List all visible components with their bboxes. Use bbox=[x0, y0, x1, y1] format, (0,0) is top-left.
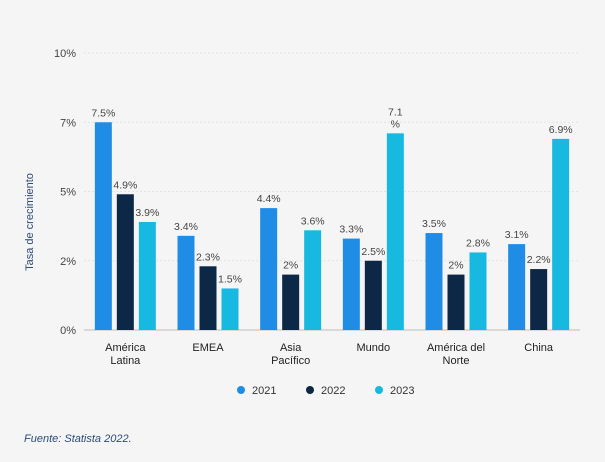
category-label: América bbox=[105, 342, 146, 354]
bar-2023 bbox=[552, 138, 570, 330]
legend-marker-2021 bbox=[237, 386, 245, 394]
data-label: % bbox=[391, 118, 400, 130]
bar-2021 bbox=[94, 122, 112, 330]
data-label: 2.8% bbox=[466, 237, 490, 249]
bar-2021 bbox=[508, 244, 526, 330]
bar-2023 bbox=[138, 221, 156, 330]
data-label: 4.9% bbox=[113, 179, 137, 191]
legend-marker-2023 bbox=[375, 386, 383, 394]
bar-2023 bbox=[469, 252, 487, 330]
data-label: 2% bbox=[283, 260, 298, 272]
data-label: 3.9% bbox=[135, 207, 159, 219]
data-label: 2.3% bbox=[196, 251, 220, 263]
category-label: EMEA bbox=[192, 342, 224, 354]
bar-2021 bbox=[425, 233, 443, 330]
category-label: Mundo bbox=[357, 342, 391, 354]
y-tick-label: 0% bbox=[60, 325, 76, 337]
data-label: 1.5% bbox=[218, 273, 242, 285]
data-label: 7.1 bbox=[388, 106, 403, 118]
bar-2023 bbox=[386, 133, 404, 330]
legend-marker-2022 bbox=[306, 386, 314, 394]
category-label: China bbox=[524, 342, 554, 354]
y-axis-title: Tasa de crecimiento bbox=[24, 173, 36, 271]
legend-label: 2022 bbox=[321, 385, 345, 397]
bar-2021 bbox=[342, 238, 360, 330]
data-label: 2.5% bbox=[361, 246, 385, 258]
y-tick-label: 5% bbox=[60, 187, 76, 199]
bar-2022 bbox=[530, 269, 548, 330]
data-label: 2% bbox=[448, 260, 463, 272]
y-tick-label: 7% bbox=[60, 117, 76, 129]
data-label: 6.9% bbox=[549, 124, 573, 136]
category-label: Norte bbox=[443, 355, 470, 367]
data-label: 3.3% bbox=[339, 224, 363, 236]
y-tick-label: 2% bbox=[60, 256, 76, 268]
legend-label: 2023 bbox=[390, 385, 414, 397]
category-label: América del bbox=[427, 342, 485, 354]
data-label: 3.1% bbox=[505, 229, 529, 241]
data-label: 7.5% bbox=[91, 107, 115, 119]
legend-label: 2021 bbox=[252, 385, 276, 397]
bar-2021 bbox=[177, 235, 195, 330]
data-label: 4.4% bbox=[257, 193, 281, 205]
category-label: Pacífico bbox=[271, 355, 310, 367]
data-label: 3.5% bbox=[422, 218, 446, 230]
category-label: Asia bbox=[280, 342, 302, 354]
bar-2023 bbox=[221, 288, 239, 330]
bar-2022 bbox=[282, 274, 300, 330]
bar-2022 bbox=[116, 194, 134, 330]
source-note: Fuente: Statista 2022. bbox=[24, 433, 132, 445]
bar-2021 bbox=[260, 208, 278, 330]
data-label: 3.4% bbox=[174, 221, 198, 233]
bar-2022 bbox=[447, 274, 465, 330]
data-label: 2.2% bbox=[527, 254, 551, 266]
y-tick-label: 10% bbox=[54, 48, 76, 60]
bar-2023 bbox=[304, 230, 322, 330]
bar-2022 bbox=[364, 260, 382, 330]
category-label: Latina bbox=[110, 355, 141, 367]
bar-2022 bbox=[199, 266, 217, 330]
data-label: 3.6% bbox=[301, 215, 325, 227]
